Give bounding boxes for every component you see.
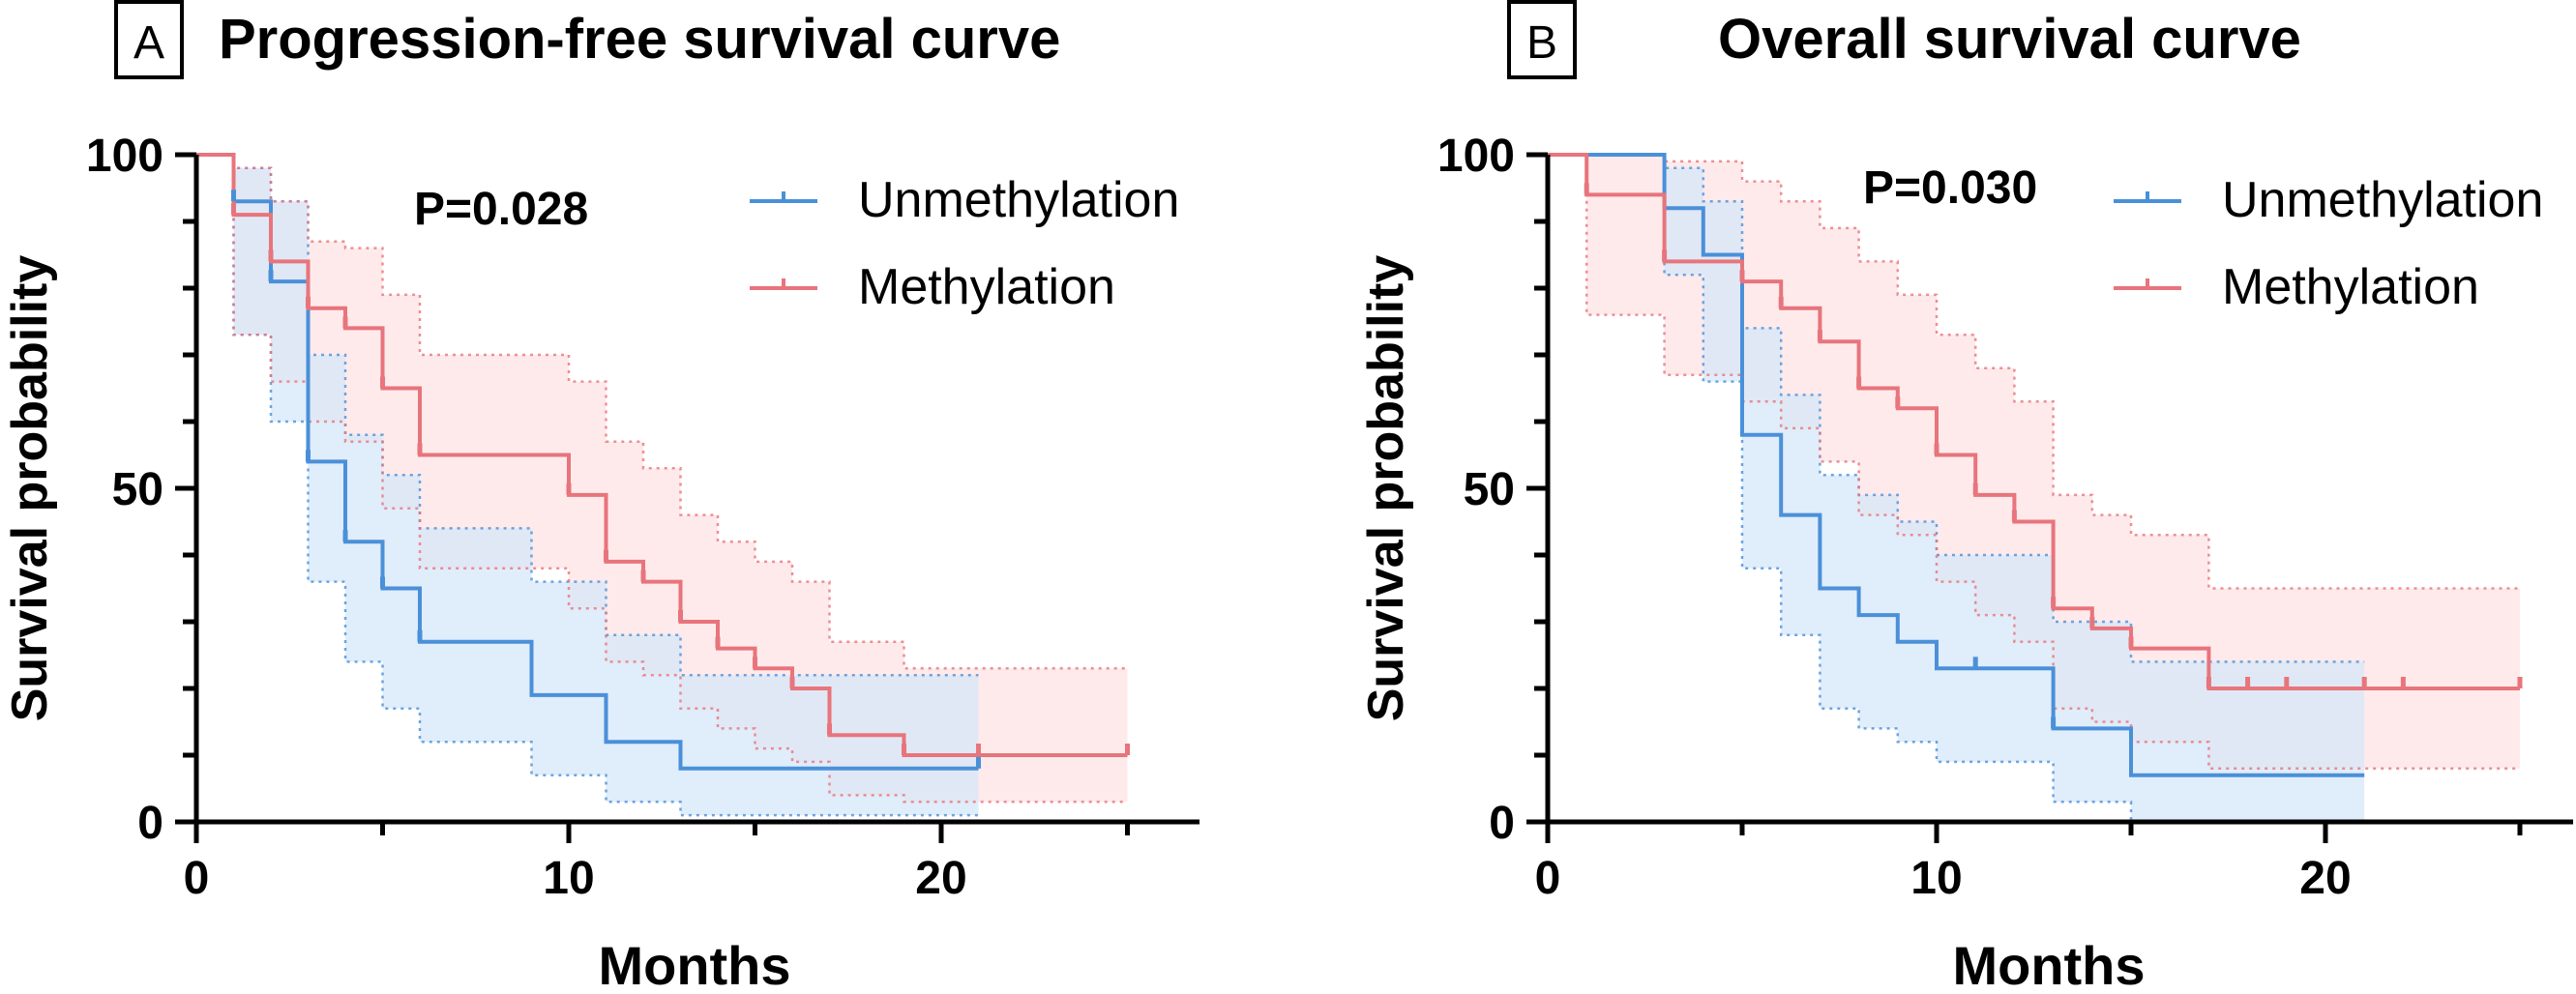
panel-a: A Progression-free survival curve 050100… <box>2 0 1199 994</box>
survival-curve-unmethylation <box>1548 153 2365 777</box>
x-tick-label: 10 <box>1910 853 1962 904</box>
panel-letter-box <box>114 0 184 79</box>
censor-marks <box>1584 183 2523 729</box>
panel-letter: B <box>1526 17 1557 69</box>
survival-curves <box>1548 153 2520 777</box>
chart-title: Overall survival curve <box>1718 8 2301 71</box>
lower-bound-methylation <box>196 153 1128 804</box>
censor-marks <box>231 190 1130 769</box>
x-tick-label: 10 <box>543 853 594 904</box>
axes: 0 50 100 0 10 20 <box>86 131 1199 904</box>
survival-curve-methylation <box>1548 153 2520 690</box>
confidence-bounds <box>196 153 1128 817</box>
panel-letter-box <box>1507 0 1577 79</box>
y-axis-label: Survival probability <box>2 255 58 722</box>
legend: Unmethylation Methylation <box>750 172 1179 315</box>
confidence-band-methylation <box>196 155 1128 803</box>
p-value: P=0.028 <box>414 184 588 235</box>
legend-label-methylation: Methylation <box>2222 259 2479 315</box>
confidence-bands <box>196 155 1128 816</box>
lower-bound-unmethylation <box>196 153 979 817</box>
x-tick-label: 0 <box>184 853 210 904</box>
y-tick-label: 100 <box>1437 131 1515 182</box>
y-tick-label: 0 <box>1489 798 1515 849</box>
confidence-bounds <box>1548 153 2520 824</box>
y-tick-label: 50 <box>112 464 163 515</box>
confidence-bands <box>1548 155 2520 822</box>
axes: 0 50 100 0 10 20 <box>1437 131 2573 904</box>
lower-bound-unmethylation <box>1548 153 2365 824</box>
y-tick-label: 50 <box>1464 464 1515 515</box>
p-value: P=0.030 <box>1863 162 2037 214</box>
chart-title: Progression-free survival curve <box>219 8 1060 71</box>
x-tick-label: 20 <box>915 853 966 904</box>
y-axis-label: Survival probability <box>1358 255 1414 722</box>
x-tick-label: 20 <box>2299 853 2351 904</box>
plot-area <box>1548 153 2523 824</box>
x-ticks: 0 10 20 <box>184 822 1130 904</box>
legend-label-unmethylation: Unmethylation <box>2222 172 2543 228</box>
legend: Unmethylation Methylation <box>2114 172 2543 315</box>
legend-label-unmethylation: Unmethylation <box>858 172 1179 228</box>
y-tick-label: 0 <box>137 798 163 849</box>
panel-b: B Overall survival curve 0 50 100 0 10 20 P=… <box>1358 0 2573 994</box>
x-ticks: 0 10 20 <box>1535 822 2523 904</box>
x-axis-label: Months <box>1952 935 2145 994</box>
confidence-band-unmethylation <box>196 155 979 816</box>
x-tick-label: 0 <box>1535 853 1561 904</box>
upper-bound-methylation <box>196 153 1128 670</box>
confidence-band-unmethylation <box>1548 155 2365 822</box>
y-ticks: 0 50 100 <box>86 131 196 849</box>
upper-bound-unmethylation <box>1548 153 2365 663</box>
y-ticks: 0 50 100 <box>1437 131 1548 849</box>
x-axis-label: Months <box>598 935 790 994</box>
panel-letter: A <box>133 17 164 69</box>
plot-area <box>196 153 1130 817</box>
y-tick-label: 100 <box>86 131 163 182</box>
upper-bound-methylation <box>1548 153 2520 590</box>
legend-label-methylation: Methylation <box>858 259 1115 315</box>
